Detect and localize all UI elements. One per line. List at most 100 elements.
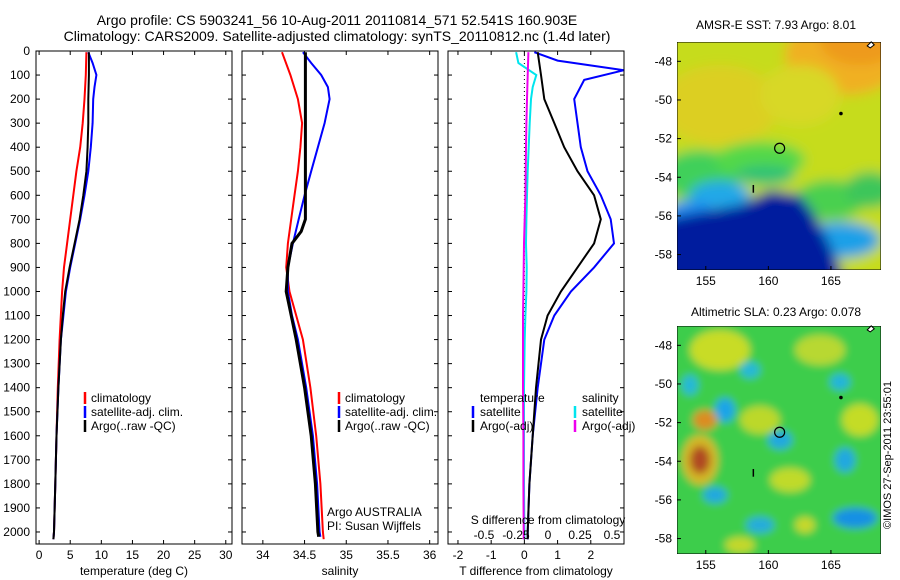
map-y-tick-label: -52 bbox=[655, 416, 673, 430]
temperature-legend: climatology satellite-adj. clim. Argo(..… bbox=[83, 391, 183, 433]
y-tick-label: 1200 bbox=[3, 333, 30, 347]
x-tick-label: 1 bbox=[554, 548, 561, 562]
x-tick-label: -2 bbox=[453, 548, 464, 562]
series-line bbox=[284, 52, 321, 538]
s-difference-label: S difference from climatology bbox=[471, 513, 626, 527]
x-tick-label: 10 bbox=[95, 548, 109, 562]
map-y-tick-label: -48 bbox=[655, 338, 673, 352]
profile-location-marker bbox=[774, 142, 786, 154]
y-tick-label: 1400 bbox=[3, 381, 30, 395]
series-line bbox=[526, 51, 625, 540]
y-tick-label: 2000 bbox=[3, 525, 30, 539]
legend-label-temp-argo: Argo(-adj) bbox=[480, 419, 533, 433]
legend-label-sal-satellite: satellite bbox=[582, 405, 623, 419]
y-tick-label: 700 bbox=[10, 212, 30, 226]
map-x-tick-label: 160 bbox=[758, 558, 778, 572]
legend-label-climatology: climatology bbox=[91, 391, 151, 405]
s-tick-label: 0 bbox=[545, 528, 552, 542]
island-mark bbox=[839, 111, 843, 116]
sla-map bbox=[677, 326, 881, 554]
legend-title-temperature: temperature bbox=[480, 391, 545, 405]
map-x-tick-label: 165 bbox=[821, 274, 841, 288]
legend-label-argo: Argo(..raw -QC) bbox=[345, 419, 430, 433]
x-tick-label: 0 bbox=[36, 548, 43, 562]
x-tick-label: 35.5 bbox=[376, 548, 400, 562]
legend-label-argo: Argo(..raw -QC) bbox=[91, 419, 176, 433]
x-tick-label: 2 bbox=[587, 548, 594, 562]
figure-title-line1: Argo profile: CS 5903241_56 10-Aug-2011 … bbox=[97, 12, 578, 28]
map-x-tick-label: 160 bbox=[758, 274, 778, 288]
x-axis-label: salinity bbox=[322, 564, 359, 578]
map-y-tick-label: -48 bbox=[655, 54, 673, 68]
x-tick-label: 30 bbox=[219, 548, 233, 562]
island-mark bbox=[866, 325, 875, 333]
y-tick-label: 200 bbox=[10, 92, 30, 106]
s-tick-label: -0.5 bbox=[474, 528, 495, 542]
map-y-tick-label: -56 bbox=[655, 493, 673, 507]
series-line bbox=[52, 51, 98, 540]
island-mark bbox=[839, 395, 843, 400]
map-x-tick-label: 155 bbox=[696, 274, 716, 288]
x-axis-label: temperature (deg C) bbox=[80, 564, 188, 578]
series-line bbox=[522, 52, 530, 540]
y-tick-label: 100 bbox=[10, 68, 30, 82]
map-y-tick-label: -58 bbox=[655, 248, 673, 262]
s-tick-label: 0.5 bbox=[604, 528, 621, 542]
y-tick-label: 900 bbox=[10, 260, 30, 274]
series-line bbox=[526, 52, 602, 540]
y-tick-label: 500 bbox=[10, 164, 30, 178]
x-axis-label: T difference from climatology bbox=[459, 564, 613, 578]
series-line bbox=[286, 51, 331, 537]
map-x-tick-label: 165 bbox=[821, 558, 841, 572]
y-tick-label: 1700 bbox=[3, 453, 30, 467]
y-tick-label: 800 bbox=[10, 236, 30, 250]
sst-map-title: AMSR-E SST: 7.93 Argo: 8.01 bbox=[696, 18, 856, 32]
difference-panel: -2 -1 0 1 2T difference from climatology bbox=[447, 50, 625, 578]
sst-map bbox=[677, 42, 881, 270]
x-tick-label: 0 bbox=[521, 548, 528, 562]
x-tick-label: 5 bbox=[67, 548, 74, 562]
salinity-legend: climatology satellite-adj. clim. Argo(..… bbox=[327, 391, 437, 533]
x-tick-label: 34 bbox=[256, 548, 270, 562]
sst-map-axes: 155 160 165 -48 -50 -52 -54 -56 -58 bbox=[655, 41, 875, 288]
x-tick-label: 20 bbox=[157, 548, 171, 562]
series-line bbox=[281, 51, 325, 540]
y-tick-label: 1500 bbox=[3, 405, 30, 419]
x-tick-label: 35 bbox=[340, 548, 354, 562]
y-tick-label: 0 bbox=[23, 44, 30, 58]
y-tick-label: 1300 bbox=[3, 357, 30, 371]
profile-location-marker bbox=[774, 426, 786, 438]
y-tick-label: 1000 bbox=[3, 284, 30, 298]
legend-label-temp-satellite: satellite bbox=[480, 405, 521, 419]
x-tick-label: 25 bbox=[188, 548, 202, 562]
map-y-tick-label: -50 bbox=[655, 93, 673, 107]
map-y-tick-label: -50 bbox=[655, 377, 673, 391]
salinity-panel: 34 34.5 35 35.5 36 salinity bbox=[241, 50, 439, 578]
plot-frame bbox=[35, 50, 233, 545]
sla-map-title: Altimetric SLA: 0.23 Argo: 0.078 bbox=[691, 305, 861, 319]
figure-title-line2: Climatology: CARS2009. Satellite-adjuste… bbox=[64, 28, 611, 44]
x-tick-label: 36 bbox=[423, 548, 437, 562]
x-tick-label: 15 bbox=[126, 548, 140, 562]
plot-frame bbox=[447, 50, 625, 545]
s-tick-label: 0.25 bbox=[568, 528, 592, 542]
map-y-tick-label: -54 bbox=[655, 170, 673, 184]
y-tick-label: 400 bbox=[10, 140, 30, 154]
pi-annotation: PI: Susan Wijffels bbox=[327, 519, 421, 533]
s-tick-label: -0.25 bbox=[502, 528, 530, 542]
plot-frame bbox=[241, 50, 439, 545]
y-tick-label: 1600 bbox=[3, 429, 30, 443]
island-mark bbox=[866, 41, 875, 49]
y-tick-label: 1100 bbox=[4, 309, 30, 323]
legend-label-satellite: satellite-adj. clim. bbox=[91, 405, 183, 419]
y-tick-label: 1900 bbox=[3, 501, 30, 515]
legend-title-salinity: salinity bbox=[582, 391, 619, 405]
map-y-tick-label: -54 bbox=[655, 454, 673, 468]
map-y-tick-label: -56 bbox=[655, 209, 673, 223]
x-tick-label: -1 bbox=[486, 548, 497, 562]
map-x-tick-label: 155 bbox=[696, 558, 716, 572]
legend-label-climatology: climatology bbox=[345, 391, 405, 405]
y-tick-label: 300 bbox=[10, 116, 30, 130]
difference-legend: temperature salinity satellite Argo(-adj… bbox=[471, 391, 636, 542]
